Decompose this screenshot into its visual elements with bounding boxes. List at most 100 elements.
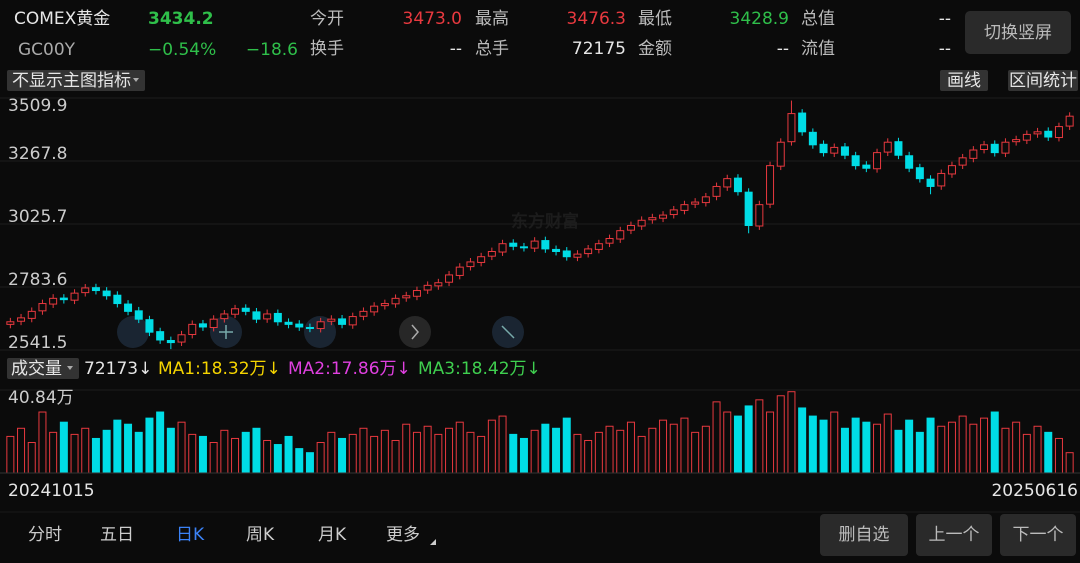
volume-bar	[391, 439, 400, 474]
volume-bar	[284, 435, 293, 474]
candle-body	[808, 131, 817, 146]
candle-body	[1033, 131, 1042, 135]
volume-bar	[573, 433, 582, 474]
volume-bar	[755, 399, 764, 474]
stat-label: 总值	[801, 9, 835, 29]
orientation-button[interactable]	[965, 11, 1071, 54]
stat-label: 今开	[310, 9, 344, 29]
tool-button[interactable]	[117, 316, 149, 348]
candle-body	[487, 251, 496, 257]
tab[interactable]: 分时	[28, 525, 62, 545]
ma-label: MA1:18.32万↓	[158, 359, 281, 379]
volume-bar	[156, 411, 165, 474]
volume-bar	[883, 413, 892, 474]
candle-body	[744, 191, 753, 226]
candle-body	[231, 308, 240, 315]
stat-value: 3428.9	[730, 9, 789, 29]
volume-bar	[338, 437, 347, 474]
range-stats-button[interactable]	[1008, 70, 1078, 91]
volume-bar	[91, 437, 100, 474]
volume-bar	[316, 442, 325, 474]
candle-body	[723, 178, 732, 188]
candle-body	[733, 177, 742, 193]
candle-body	[455, 266, 464, 276]
candle-body	[905, 155, 914, 169]
candle-body	[840, 146, 849, 156]
candle-body	[926, 178, 935, 187]
volume-dropdown[interactable]	[7, 358, 79, 379]
stat-value: --	[777, 39, 789, 59]
volume-bar	[188, 433, 197, 474]
candle-body	[124, 303, 133, 312]
candle-body	[134, 310, 143, 320]
volume-bar	[509, 433, 518, 474]
candle-body	[348, 316, 357, 326]
draw-button[interactable]	[940, 70, 988, 91]
candle-body	[637, 219, 646, 227]
volume-bar	[1044, 431, 1053, 474]
volume-bar	[969, 423, 978, 474]
volume-bar	[659, 419, 668, 474]
stat-value: 3476.3	[567, 9, 626, 29]
instrument-name: COMEX黄金	[14, 9, 110, 29]
indicator-dropdown[interactable]	[7, 70, 145, 91]
stat-value: 3473.0	[403, 9, 462, 29]
volume-bar	[145, 417, 154, 474]
last-price: 3434.2	[148, 9, 214, 29]
candle-body	[1054, 126, 1063, 139]
volume-bar	[1022, 433, 1031, 474]
candle-body	[851, 155, 860, 167]
candle-body	[412, 290, 421, 297]
next-button[interactable]	[399, 316, 431, 348]
nav-button[interactable]	[820, 514, 908, 556]
candle-body	[873, 152, 882, 170]
candle-body	[755, 204, 764, 227]
start-date: 20241015	[8, 481, 95, 501]
candle-body	[370, 305, 379, 313]
tab[interactable]: 周K	[246, 525, 275, 545]
volume-bar	[124, 423, 133, 474]
candle-body	[552, 248, 561, 253]
draw-label: 画线	[947, 71, 981, 91]
volume-bar	[1001, 427, 1010, 474]
candle-body	[434, 282, 443, 287]
volume-bar	[947, 421, 956, 474]
volume-bar	[273, 444, 282, 474]
y-tick-label: 2541.5	[8, 333, 67, 353]
candle-body	[359, 310, 368, 317]
candle-body	[156, 331, 165, 341]
tab[interactable]: 月K	[318, 525, 347, 545]
instrument-code: GC00Y	[18, 40, 76, 60]
candle-body	[81, 287, 90, 294]
nav-button[interactable]	[916, 514, 992, 556]
y-tick-label: 3267.8	[8, 144, 67, 164]
candle-body	[445, 274, 454, 283]
tab[interactable]: 更多	[386, 525, 420, 545]
candle-body	[145, 319, 154, 333]
candle-body	[915, 167, 924, 180]
volume-bar	[1065, 452, 1074, 474]
ma-label: MA2:17.86万↓	[288, 359, 411, 379]
candle-body	[830, 146, 839, 154]
tab[interactable]: 日K	[176, 525, 205, 545]
volume-bar	[252, 427, 261, 474]
nav-button[interactable]	[1000, 514, 1076, 556]
volume-bar	[231, 437, 240, 474]
candle-body	[691, 201, 700, 205]
volume-bar	[263, 439, 272, 474]
tab[interactable]: 五日	[100, 525, 134, 545]
candle-body	[541, 240, 550, 250]
range-stats-label: 区间统计	[1009, 71, 1077, 91]
tool-button[interactable]	[304, 316, 336, 348]
candle-body	[766, 165, 775, 205]
volume-bar	[70, 433, 79, 474]
volume-bar	[712, 401, 721, 474]
volume-bar	[134, 431, 143, 474]
stat-label: 总手	[475, 39, 509, 59]
volume-bar	[370, 435, 379, 474]
candle-body	[605, 237, 614, 244]
candle-body	[17, 317, 26, 322]
volume-bar	[305, 452, 314, 474]
